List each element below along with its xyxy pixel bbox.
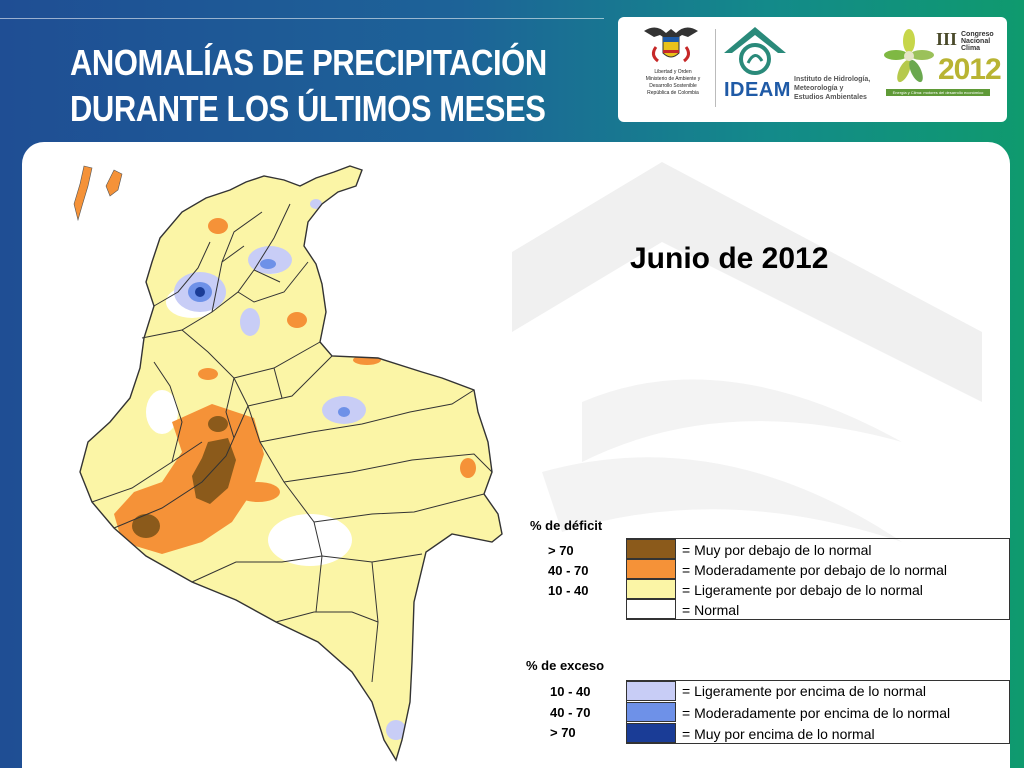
colombia-coat-of-arms-icon — [644, 27, 698, 63]
legend-swatch-light-excess — [626, 681, 676, 701]
gov-text: Libertad y Orden Ministerio de Ambiente … — [645, 69, 701, 96]
legend-swatch-normal — [626, 599, 676, 619]
legend-range: > 70 — [550, 725, 576, 740]
moderate-excess-zone — [338, 407, 350, 417]
map-panel: Junio de 2012 % de déficit > 70 40 - 70 … — [22, 142, 1010, 768]
exceso-legend-title: % de exceso — [526, 658, 605, 673]
legend-swatch-moderate-deficit — [626, 559, 676, 579]
strong-deficit-zone — [192, 438, 236, 504]
congress-text: Congreso Nacional Clima — [961, 31, 994, 52]
ideam-watermark-icon — [512, 162, 982, 542]
legend-label: = Moderadamente por debajo de lo normal — [682, 562, 948, 578]
moderate-deficit-zone — [287, 312, 307, 328]
ideam-text: Instituto de Hidrología, Meteorología y … — [794, 76, 871, 101]
legend-label: = Muy por debajo de lo normal — [682, 542, 872, 558]
legend-range: > 70 — [548, 543, 574, 558]
moderate-deficit-zone — [460, 458, 476, 478]
country-outline — [79, 165, 503, 762]
moderate-deficit-zone — [208, 218, 228, 234]
legend-range: 40 - 70 — [550, 705, 591, 720]
map-date-title: Junio de 2012 — [630, 242, 829, 275]
light-excess-zone — [386, 720, 406, 740]
legend-swatch-light-deficit — [626, 579, 676, 599]
colombia-anomaly-map — [73, 165, 503, 762]
deficit-legend-title: % de déficit — [530, 518, 603, 533]
legend-label: = Ligeramente por encima de lo normal — [682, 683, 926, 699]
strong-excess-zone — [195, 287, 205, 297]
ideam-logo-icon — [724, 27, 786, 75]
ideam-name: IDEAM — [724, 79, 791, 101]
congress-tagline: Energía y Clima: motores del desarrollo … — [886, 89, 990, 96]
light-excess-zone — [240, 308, 260, 336]
congress-flower-icon — [884, 29, 934, 83]
department-boundaries — [91, 203, 493, 683]
legend-label: = Ligeramente por debajo de lo normal — [682, 582, 923, 598]
title-line-1: ANOMALÍAS DE PRECIPITACIÓN — [70, 42, 547, 83]
moderate-deficit-zone — [236, 482, 280, 502]
strong-deficit-zone — [132, 514, 160, 538]
legend-label: = Muy por encima de lo normal — [682, 726, 875, 742]
legend-range: 10 - 40 — [548, 583, 589, 598]
legend-swatch-strong-deficit — [626, 539, 676, 559]
congress-roman: III — [936, 29, 958, 49]
country-base — [80, 166, 502, 760]
legend-range: 10 - 40 — [550, 684, 591, 699]
legend-label: = Normal — [682, 602, 740, 618]
san-andres-island — [73, 165, 93, 222]
logo-banner: Libertad y Orden Ministerio de Ambiente … — [618, 17, 1007, 122]
legend-label: = Moderadamente por encima de lo normal — [682, 705, 951, 721]
normal-zone — [268, 514, 352, 566]
logo-divider — [715, 29, 716, 107]
normal-zone — [146, 390, 178, 434]
legend-swatch-moderate-excess — [626, 702, 676, 722]
providencia-island — [105, 169, 123, 197]
congress-year: 2012 — [938, 53, 1002, 86]
moderate-deficit-zone — [198, 368, 218, 380]
page-title: ANOMALÍAS DE PRECIPITACIÓN DURANTE LOS Ú… — [70, 40, 547, 132]
strong-deficit-zone — [208, 416, 228, 432]
moderate-excess-zone — [260, 259, 276, 269]
legend-swatch-strong-excess — [626, 723, 676, 743]
title-line-2: DURANTE LOS ÚLTIMOS MESES — [70, 88, 546, 129]
light-excess-zone — [310, 199, 322, 209]
header-rule — [0, 18, 604, 19]
legend-range: 40 - 70 — [548, 563, 589, 578]
